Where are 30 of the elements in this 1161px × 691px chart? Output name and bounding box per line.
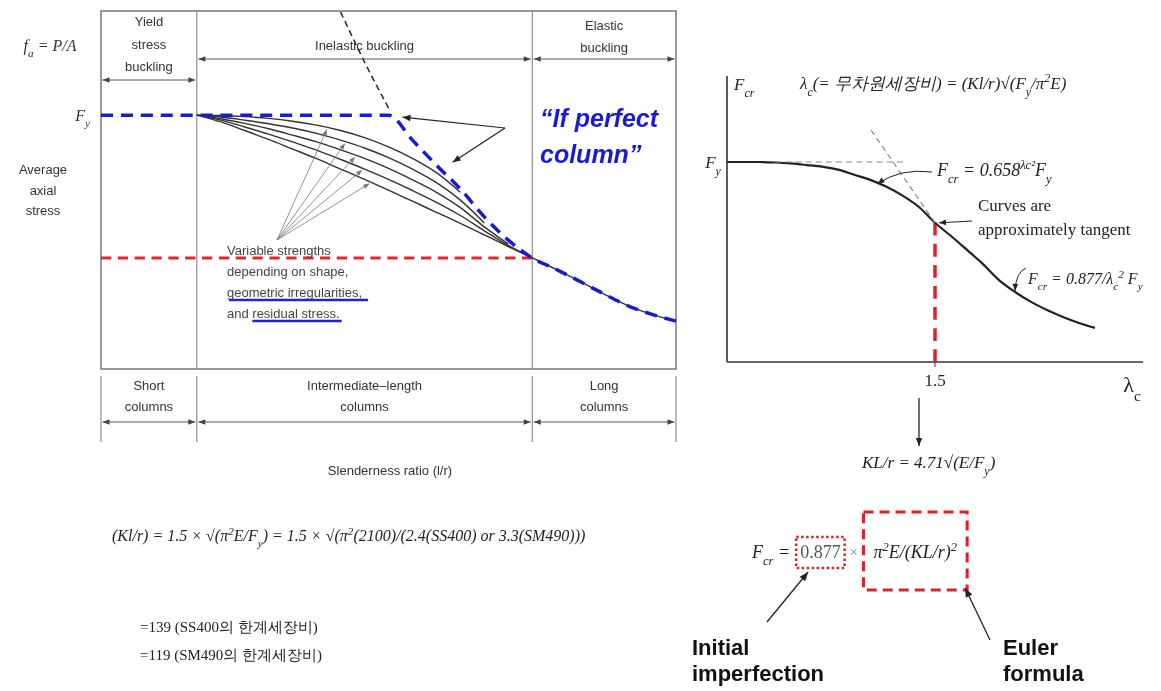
text: π$^{2}$E/(KL/r)$^{2}$ xyxy=(873,540,958,564)
text: =139 (SS400의 한계세장비) xyxy=(140,619,318,637)
y-axis-title: F$_{cr}$ xyxy=(733,74,755,100)
text: Initial imperfection xyxy=(692,634,825,686)
text: F$_{y}$ xyxy=(74,106,91,129)
x-axis-title: λ$_{c}$ xyxy=(1123,371,1141,404)
text: × xyxy=(849,544,858,560)
text: F$_{cr}$ = xyxy=(751,542,791,569)
text: “If perfect column” xyxy=(540,103,660,168)
text: (Kl/r) = 1.5 × √(π$^{2}$E/F$_{y}$) = 1.5 × √(π$^{2}$(2100)/(2.4(SS400) or 3.3(SM490))) xyxy=(112,524,586,549)
annotation: Inelastic buckling xyxy=(315,37,415,53)
annotation: Elastic buckling xyxy=(580,17,628,55)
x-axis-title: Slenderness ratio (l/r) xyxy=(327,462,453,478)
text: KL/r = 4.71√(E/F$_{y}$) xyxy=(861,452,996,478)
annotation: Yield stress buckling xyxy=(125,14,173,74)
annotation: F$_{cr}$ = 0.877/λ$_{c}$$^{2}$ F$_{y}$ xyxy=(1027,267,1143,292)
text: F$_{y}$ xyxy=(704,152,722,178)
text: λ$_{c}$(= 무차원세장비) = (Kl/r)√(F$_{y}$/π$^{2}$E) xyxy=(799,70,1067,99)
text: f$_{a}$ = P/A xyxy=(23,36,77,59)
text: Short columns xyxy=(124,378,174,414)
text: Intermediate–length columns xyxy=(307,378,422,414)
y-axis-title: Average axial stress xyxy=(18,162,68,218)
text: Euler formula xyxy=(1003,634,1085,686)
text: 0.877 xyxy=(800,542,841,563)
text: =119 (SM490의 한계세장비) xyxy=(140,647,323,665)
text: 1.5 xyxy=(924,370,946,390)
annotation: Curves are approximately tangent xyxy=(978,195,1131,240)
annotation: F$_{cr}$ = 0.658$^{λc²}$F$_{y}$ xyxy=(936,158,1052,187)
text: Long columns xyxy=(579,378,629,414)
annotation: Variable strengths depending on shape, geometric irregularities, and residual stress. xyxy=(227,242,363,321)
